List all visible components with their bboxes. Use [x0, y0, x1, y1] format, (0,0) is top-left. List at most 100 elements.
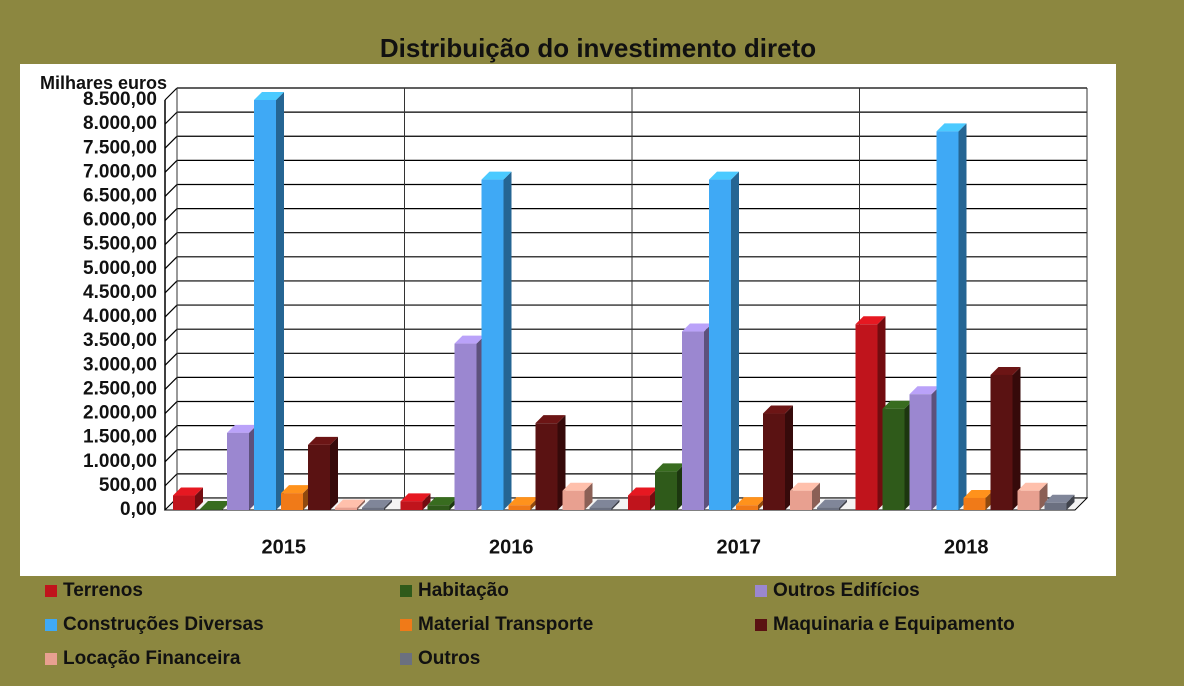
bar-front [254, 100, 276, 510]
legend-swatch [400, 585, 412, 597]
bar-front [682, 331, 704, 510]
bar-top [200, 501, 230, 510]
bar-front [882, 408, 905, 510]
bar [362, 499, 392, 510]
bar [481, 171, 512, 510]
y-tick-label: 1.500,00 [83, 427, 157, 448]
bar-front [200, 509, 222, 510]
bar-front [790, 490, 812, 510]
y-tick-label: 8.000,00 [83, 113, 157, 134]
legend-swatch [45, 653, 57, 665]
bar-top [427, 497, 458, 506]
bar-front [628, 495, 650, 510]
x-tick-label: 2018 [944, 536, 989, 558]
bar-side [357, 499, 365, 510]
y-tick-label: 5.500,00 [83, 234, 157, 255]
grid-line-side [164, 376, 178, 390]
y-tick-label: 3.000,00 [83, 354, 157, 375]
bar [817, 499, 847, 510]
chart-title: Distribuição do investimento direto [380, 33, 816, 63]
bar-top [400, 493, 431, 502]
y-tick-label: 6.500,00 [83, 185, 157, 206]
bar-top [909, 386, 940, 395]
bar-side [503, 171, 512, 510]
bar [990, 366, 1021, 510]
bar-front [227, 432, 249, 510]
bar-top [335, 499, 365, 508]
bar [628, 487, 658, 510]
grid-line-side [164, 135, 178, 149]
bar-front [855, 324, 878, 510]
bar [335, 499, 365, 510]
bar-top [254, 92, 284, 100]
grid-line-side [164, 87, 178, 101]
legend-swatch [45, 619, 57, 631]
bar-top [763, 405, 793, 414]
bar-top [855, 316, 886, 325]
bar-top [508, 497, 539, 506]
bar-top [790, 482, 820, 491]
y-tick-label: 0,00 [120, 499, 157, 520]
bar-top [308, 436, 338, 445]
bar-top [1044, 494, 1075, 503]
bar [308, 436, 338, 510]
bar-front [481, 179, 504, 510]
legend-label: Terrenos [63, 580, 143, 601]
bar [790, 482, 820, 510]
grid-line-side [164, 232, 178, 246]
grid-line-side [164, 111, 178, 125]
bar [936, 123, 967, 511]
bar-front [963, 497, 986, 510]
bar [227, 424, 257, 510]
legend-label: Material Transporte [418, 614, 593, 635]
legend-swatch [400, 619, 412, 631]
bar-front [427, 505, 450, 510]
bar [963, 489, 994, 510]
y-axis-label: Milhares euros [40, 73, 167, 93]
bar-top [709, 171, 739, 180]
bar-top [963, 489, 994, 498]
grid-line-side [164, 401, 178, 414]
y-tick-label: 2.500,00 [83, 378, 157, 399]
bar [682, 323, 712, 510]
bar [254, 92, 284, 510]
bar [1044, 494, 1075, 510]
grid-line-side [164, 352, 178, 366]
bar-side [584, 482, 593, 510]
bar-side [557, 415, 566, 510]
bar-top [454, 335, 485, 344]
y-tick-label: 5.000,00 [83, 258, 157, 279]
bar [909, 386, 940, 510]
bar [400, 493, 431, 510]
bar-top [173, 487, 203, 496]
grid-line-side [164, 280, 178, 294]
bar-front [736, 505, 758, 510]
bar [882, 400, 913, 510]
bar-front [909, 394, 932, 510]
bar [709, 171, 739, 510]
bar-top [990, 366, 1021, 375]
bar-front [508, 505, 531, 510]
bar-side [276, 92, 284, 510]
y-tick-label: 7.500,00 [83, 137, 157, 158]
legend-label: Locação Financeira [63, 648, 241, 669]
bar-side [1012, 366, 1021, 510]
bar-front [1017, 490, 1040, 510]
bar-front [589, 507, 612, 510]
grid-line-side [164, 304, 178, 318]
bar-side [611, 499, 620, 510]
bar-top [736, 497, 766, 506]
grid-line-side [164, 208, 178, 222]
legend-label: Habitação [418, 580, 509, 601]
bar [855, 316, 886, 510]
grid-line-side [164, 328, 178, 342]
bar-front [400, 501, 423, 510]
y-tick-label: 6.000,00 [83, 210, 157, 231]
x-tick-label: 2015 [262, 536, 307, 558]
bar [655, 463, 685, 510]
bar-top [882, 400, 913, 409]
grid-line-side [164, 159, 178, 173]
bar-top [562, 482, 593, 491]
bar-top [481, 171, 512, 180]
legend-swatch [755, 585, 767, 597]
